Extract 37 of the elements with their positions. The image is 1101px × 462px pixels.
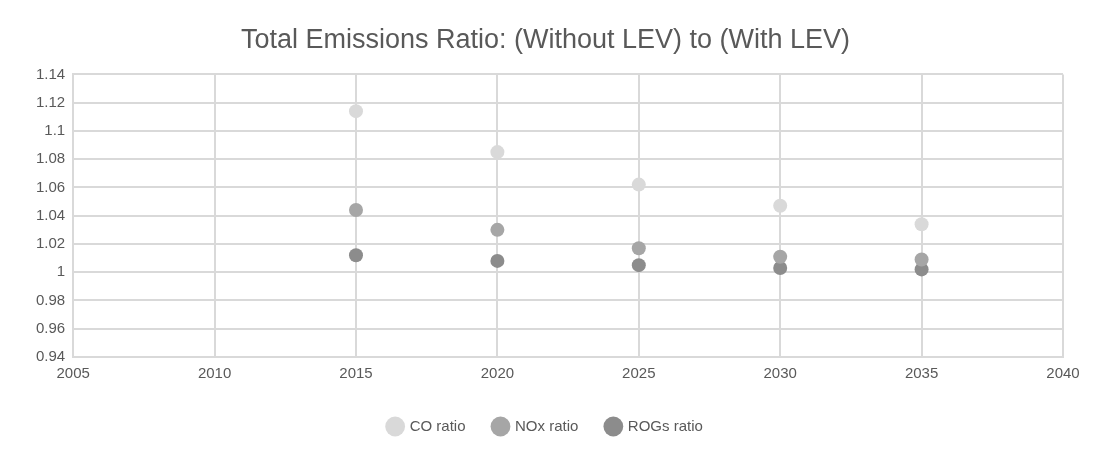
y-tick-label: 0.94: [35, 347, 66, 365]
y-tick-label: 1.04: [35, 205, 66, 223]
y-tick-label: 1: [56, 262, 66, 280]
point: [490, 145, 505, 160]
point: [631, 258, 646, 273]
point: [773, 249, 788, 264]
y-tick-label: 1.08: [35, 149, 66, 167]
y-tick-label: 1.06: [35, 177, 66, 195]
point: [490, 222, 505, 237]
point: [349, 203, 363, 218]
y-tick-label: 0.96: [35, 318, 66, 336]
point: [349, 104, 363, 119]
point: [631, 241, 646, 256]
x-tick-label: 2005: [56, 364, 90, 382]
point: [773, 198, 788, 213]
point: [773, 260, 788, 275]
x-tick-label: 2030: [763, 364, 797, 382]
x-tick-label: 2015: [339, 364, 373, 382]
legend-label: ROGs ratio: [627, 416, 703, 434]
point: [631, 177, 646, 192]
x-tick-label: 2020: [480, 364, 515, 382]
point: [349, 248, 363, 263]
legend-label: CO ratio: [409, 416, 466, 434]
point: [914, 252, 929, 267]
y-tick-label: 0.98: [35, 290, 66, 308]
y-tick-label: 1.02: [35, 234, 66, 252]
legend-label: NOx ratio: [514, 416, 579, 434]
x-tick-label: 2025: [622, 364, 656, 382]
y-tick-label: 1.14: [35, 64, 66, 82]
y-tick-label: 1.12: [35, 92, 66, 110]
x-tick-label: 2010: [197, 364, 232, 382]
chart-title: Total Emissions Ratio: (Without LEV) to (With LEV): [240, 23, 851, 54]
point: [490, 253, 505, 268]
x-tick-label: 2035: [904, 364, 939, 382]
x-tick-label: 2040: [1046, 364, 1080, 382]
y-tick-label: 1.1: [44, 121, 66, 139]
point: [914, 217, 929, 232]
